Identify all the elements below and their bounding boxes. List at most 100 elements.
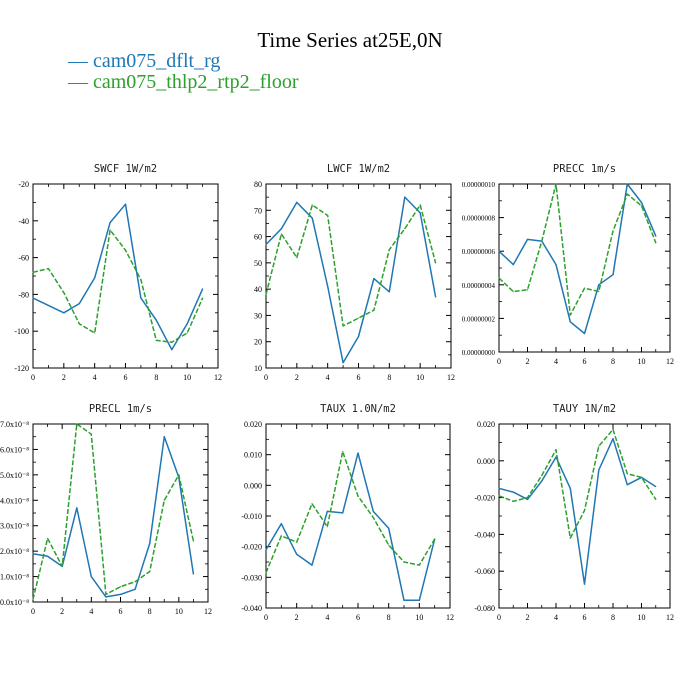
- series-line-floor: [265, 450, 436, 573]
- data-point: [569, 537, 571, 539]
- x-tick-label: 2: [526, 357, 530, 366]
- x-tick-label: 0: [31, 607, 35, 616]
- series-line-floor: [498, 183, 657, 316]
- data-point: [404, 228, 406, 230]
- x-tick-label: 6: [119, 607, 123, 616]
- y-tick-label: 50: [254, 259, 262, 268]
- data-point: [119, 593, 122, 595]
- data-point: [640, 476, 643, 478]
- x-tick-label: 4: [326, 373, 330, 382]
- x-tick-label: 8: [148, 607, 152, 616]
- x-tick-label: 6: [583, 613, 587, 622]
- data-point: [326, 526, 328, 528]
- data-point: [357, 317, 360, 319]
- data-point: [373, 309, 375, 311]
- data-point: [201, 288, 204, 290]
- data-point: [655, 485, 657, 488]
- data-point: [418, 564, 420, 566]
- y-tick-label: 0.00000010: [462, 181, 496, 189]
- y-tick-label: -40: [18, 217, 29, 226]
- data-point: [526, 497, 529, 499]
- data-point: [541, 240, 543, 242]
- data-point: [583, 332, 586, 335]
- panel-title: TAUY 1N/m2: [553, 403, 616, 415]
- data-point: [583, 509, 586, 512]
- x-tick-label: 6: [583, 357, 587, 366]
- series-line-floor: [32, 229, 204, 343]
- data-point: [155, 319, 157, 321]
- data-point: [178, 474, 180, 476]
- data-point: [192, 573, 195, 575]
- data-point: [569, 314, 571, 316]
- data-point: [47, 268, 50, 270]
- panel-title: TAUX 1.0N/m2: [320, 403, 396, 415]
- data-point: [342, 325, 344, 327]
- y-tick-label: -0.020: [474, 494, 495, 503]
- data-point: [140, 279, 142, 281]
- y-tick-label: 60: [254, 233, 262, 242]
- data-point: [569, 487, 571, 489]
- data-point: [149, 570, 151, 573]
- data-point: [612, 428, 614, 431]
- data-point: [555, 264, 557, 266]
- data-point: [76, 423, 78, 425]
- data-point: [94, 332, 96, 334]
- x-tick-label: 8: [154, 373, 158, 382]
- data-point: [372, 516, 374, 519]
- x-tick-label: 12: [666, 357, 674, 366]
- x-tick-label: 8: [611, 613, 615, 622]
- series-line-floor: [498, 428, 657, 539]
- data-point: [63, 291, 65, 294]
- y-tick-label: 70: [254, 206, 262, 215]
- data-point: [296, 257, 298, 259]
- y-tick-label: 0.020: [244, 420, 262, 429]
- data-point: [498, 250, 500, 252]
- y-tick-label: 6.0x10⁻⁸: [0, 445, 29, 454]
- data-point: [357, 452, 359, 454]
- x-tick-label: 10: [175, 607, 183, 616]
- y-tick-label: -0.080: [474, 604, 495, 613]
- data-point: [526, 238, 529, 241]
- y-tick-label: 0.00000004: [462, 282, 496, 290]
- data-point: [32, 271, 34, 273]
- data-point: [280, 523, 282, 525]
- y-tick-label: 4.0x10⁻⁸: [0, 496, 29, 505]
- data-point: [512, 491, 514, 493]
- data-point: [626, 473, 628, 475]
- data-point: [403, 599, 405, 601]
- data-point: [119, 586, 122, 588]
- y-tick-label: -0.060: [474, 567, 495, 576]
- series-line-dflt: [265, 196, 437, 364]
- data-point: [640, 201, 643, 204]
- data-point: [90, 575, 92, 578]
- data-point: [342, 362, 344, 364]
- data-point: [357, 495, 359, 497]
- x-tick-label: 4: [554, 613, 558, 622]
- data-point: [109, 229, 111, 231]
- y-tick-label: -60: [18, 254, 29, 263]
- x-tick-label: 10: [416, 373, 424, 382]
- x-tick-label: 12: [204, 607, 212, 616]
- y-tick-label: 10: [254, 364, 262, 373]
- data-point: [61, 565, 63, 568]
- x-tick-label: 2: [60, 607, 64, 616]
- data-point: [90, 433, 92, 435]
- legend-entry-dflt: — cam075_dflt_rg: [68, 50, 220, 73]
- data-point: [265, 243, 267, 246]
- series-line-floor: [265, 204, 437, 327]
- panel-title: LWCF 1W/m2: [327, 163, 390, 175]
- x-tick-label: 0: [264, 613, 268, 622]
- data-point: [76, 507, 78, 509]
- data-point: [419, 212, 421, 214]
- y-tick-label: 5.0x10⁻⁸: [0, 471, 29, 480]
- data-point: [498, 495, 500, 497]
- data-point: [124, 203, 127, 205]
- data-point: [357, 335, 360, 338]
- data-point: [311, 204, 313, 206]
- data-point: [134, 588, 136, 590]
- data-point: [94, 277, 96, 279]
- data-point: [46, 555, 49, 557]
- panel-title: SWCF 1W/m2: [94, 163, 157, 175]
- data-point: [311, 564, 313, 566]
- y-tick-label: -0.030: [241, 573, 262, 582]
